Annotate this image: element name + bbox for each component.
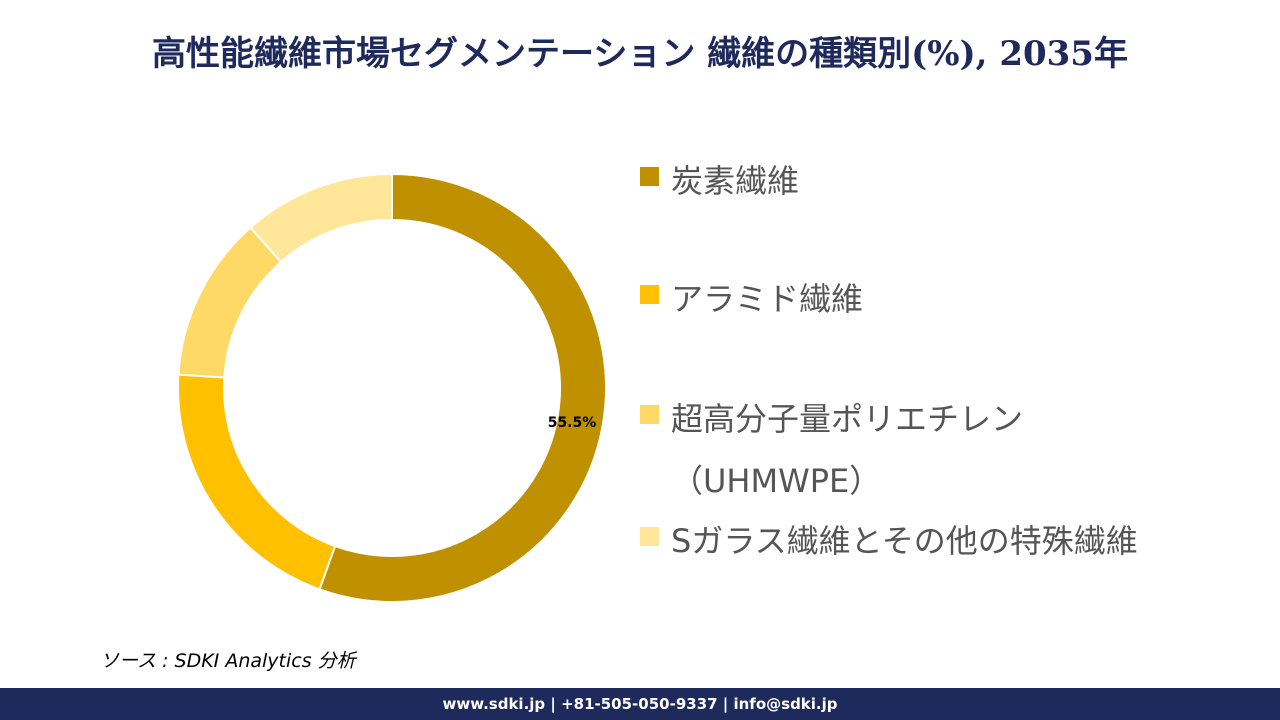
source-note: ソース : SDKI Analytics 分析 [100,650,356,672]
legend-label-uhmwpe: 超高分子量ポリエチレン（UHMWPE） [671,400,1024,500]
legend-swatch-aramid [640,285,659,304]
legend-item-uhmwpe: 超高分子量ポリエチレン（UHMWPE） [640,388,1171,512]
donut-slice-3 [177,226,283,379]
legend-swatch-sglass [640,527,659,546]
legend-label-sglass: Sガラス繊維とその他の特殊繊維 [671,522,1138,560]
legend-label-aramid: アラミド繊維 [671,280,864,318]
data-label-1: 55.5% [548,415,597,431]
donut-data-labels: 55.5% [548,415,597,431]
legend-swatch-carbon [640,167,659,186]
chart-title: 高性能繊維市場セグメンテーション 繊維の種類別(%), 2035年 [152,34,1128,74]
legend-item-aramid: アラミド繊維 [640,268,1171,330]
footer-contact-bar: www.sdki.jp | +81-505-050-9337 | info@sd… [0,688,1280,720]
legend-item-carbon: 炭素繊維 [640,150,1171,212]
legend-swatch-uhmwpe [640,405,659,424]
donut-slice-4 [249,172,393,264]
donut-slice-2 [177,373,337,591]
donut-slices [177,172,607,603]
legend-item-sglass: Sガラス繊維とその他の特殊繊維 [640,510,1171,572]
donut-slice-1 [318,172,607,603]
legend-label-carbon: 炭素繊維 [671,162,800,200]
